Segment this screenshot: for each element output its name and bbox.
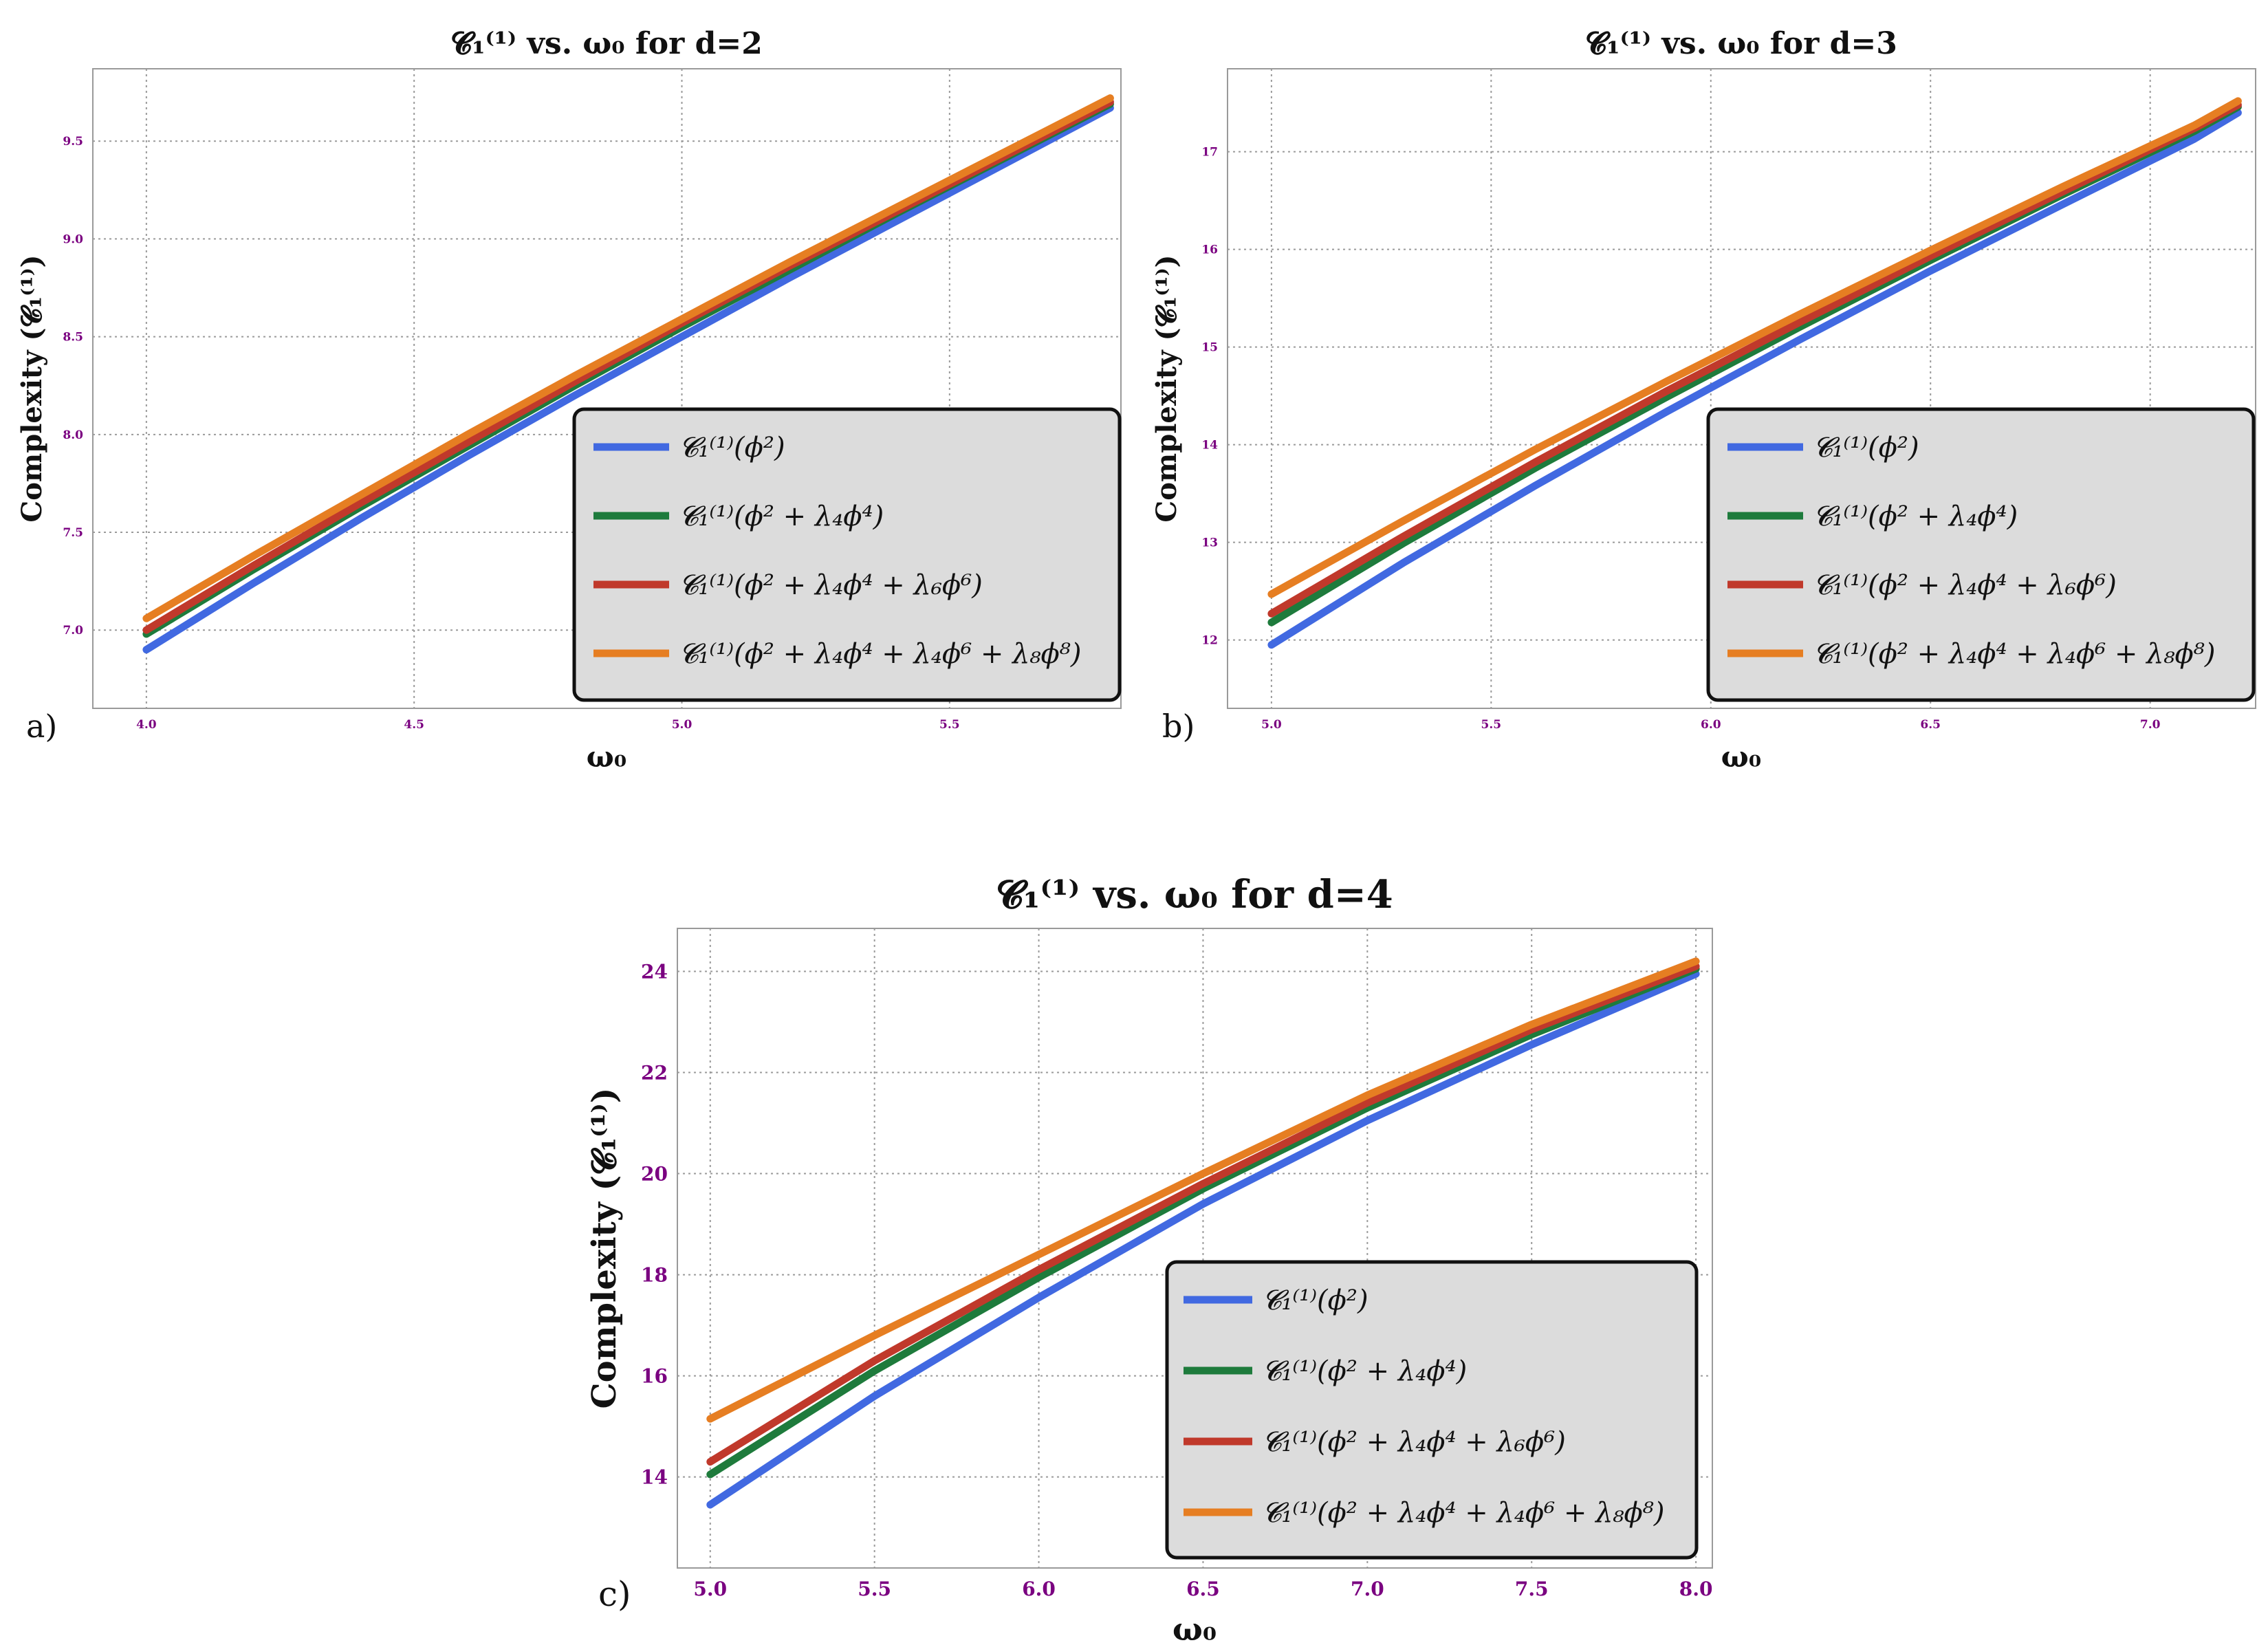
y-tick-label: 14	[641, 1466, 668, 1488]
legend-entry-0: 𝓒₁⁽¹⁾(ϕ²)	[679, 432, 785, 464]
y-axis-label: Complexity (𝓒₁⁽¹⁾)	[1151, 254, 1183, 522]
legend-entry-3: 𝓒₁⁽¹⁾(ϕ² + λ₄ϕ⁴ + λ₄ϕ⁶ + λ₈ϕ⁸)	[679, 638, 1081, 670]
y-tick-label: 13	[1201, 536, 1218, 550]
x-axis-label: ω₀	[1721, 740, 1761, 774]
x-tick-label: 4.5	[404, 718, 424, 732]
legend-entry-2: 𝓒₁⁽¹⁾(ϕ² + λ₄ϕ⁴ + λ₆ϕ⁶)	[679, 569, 983, 601]
series-line-2	[706, 962, 1700, 1466]
legend-box	[1165, 1260, 1699, 1560]
chart-title: 𝓒₁⁽¹⁾ vs. ω₀ for d=3	[1585, 26, 1897, 61]
legend-entry-2: 𝓒₁⁽¹⁾(ϕ² + λ₄ϕ⁴ + λ₆ϕ⁶)	[1813, 569, 2117, 601]
legend-entry-1: 𝓒₁⁽¹⁾(ϕ² + λ₄ϕ⁴)	[679, 501, 884, 532]
chart-panel-c: 5.0 5.5 6.0 6.5 7.0 7.5 8.0 14 16 18 20 22 24 𝓒₁⁽¹⁾ v…	[585, 872, 1713, 1645]
series-line-3	[142, 94, 1114, 622]
y-tick-label: 7.0	[63, 624, 83, 638]
series-line-0	[1267, 109, 2242, 649]
y-tick-label: 20	[641, 1162, 668, 1185]
legend-entry-2: 𝓒₁⁽¹⁾(ϕ² + λ₄ϕ⁴ + λ₆ϕ⁶)	[1262, 1426, 1566, 1458]
legend: 𝓒₁⁽¹⁾(ϕ²) 𝓒₁⁽¹⁾(ϕ² + λ₄ϕ⁴) 𝓒₁⁽¹⁾(ϕ² + λ₄ϕ⁴…	[1706, 407, 2256, 702]
plot-frame	[1227, 68, 2256, 709]
series-line-1	[706, 965, 1700, 1479]
y-tick-label: 17	[1201, 146, 1218, 160]
x-axis-label: ω₀	[587, 740, 626, 774]
legend-box	[1706, 407, 2256, 702]
x-tick-label: 5.5	[939, 718, 960, 732]
chart-panel-a: 4.0 4.5 5.0 5.5 7.0 7.5 8.0 8.5 9.0 9.5 𝓒₁⁽¹⁾ vs. …	[16, 26, 1122, 774]
legend-entry-1: 𝓒₁⁽¹⁾(ϕ² + λ₄ϕ⁴)	[1813, 501, 2018, 532]
x-tick-label: 5.0	[1261, 718, 1282, 732]
chart-panel-b: 5.0 5.5 6.0 6.5 7.0 12 13 14 15 16 17 𝓒₁⁽¹⁾ vs. ω₀ …	[1151, 26, 2256, 774]
y-axis-label: Complexity (𝓒₁⁽¹⁾)	[585, 1087, 624, 1408]
series-line-0	[706, 970, 1700, 1509]
chart-title: 𝓒₁⁽¹⁾ vs. ω₀ for d=2	[450, 26, 763, 61]
y-tick-label: 24	[641, 960, 668, 983]
y-tick-label: 22	[641, 1061, 668, 1084]
x-tick-label: 5.0	[672, 718, 693, 732]
series-line-0	[142, 104, 1114, 654]
legend: 𝓒₁⁽¹⁾(ϕ²) 𝓒₁⁽¹⁾(ϕ² + λ₄ϕ⁴) 𝓒₁⁽¹⁾(ϕ² + λ₄ϕ⁴…	[572, 407, 1122, 702]
x-tick-label: 5.5	[858, 1578, 891, 1600]
y-tick-label: 15	[1201, 341, 1218, 355]
x-tick-label: 7.0	[1351, 1578, 1384, 1600]
legend-entry-0: 𝓒₁⁽¹⁾(ϕ²)	[1262, 1285, 1369, 1316]
chart-title: 𝓒₁⁽¹⁾ vs. ω₀ for d=4	[996, 872, 1393, 917]
x-tick-label: 8.0	[1679, 1578, 1713, 1600]
x-tick-label: 4.0	[136, 718, 157, 732]
series-line-3	[1267, 97, 2242, 598]
legend-box	[572, 407, 1122, 702]
x-axis-label: ω₀	[1173, 1611, 1217, 1645]
y-tick-label: 9.0	[63, 232, 83, 246]
x-tick-label: 6.5	[1920, 718, 1941, 732]
x-tick-label: 7.5	[1515, 1578, 1549, 1600]
x-tick-label: 7.0	[2140, 718, 2161, 732]
x-tick-label: 6.0	[1022, 1578, 1056, 1600]
legend-entry-1: 𝓒₁⁽¹⁾(ϕ² + λ₄ϕ⁴)	[1262, 1355, 1467, 1387]
panel-label: a)	[26, 708, 57, 745]
legend-entry-3: 𝓒₁⁽¹⁾(ϕ² + λ₄ϕ⁴ + λ₄ϕ⁶ + λ₈ϕ⁸)	[1262, 1497, 1664, 1529]
y-tick-label: 8.5	[63, 331, 83, 345]
x-tick-label: 6.5	[1186, 1578, 1220, 1600]
y-tick-label: 16	[1201, 243, 1218, 257]
y-tick-label: 9.5	[63, 135, 83, 149]
y-tick-label: 12	[1201, 634, 1218, 648]
legend-entry-3: 𝓒₁⁽¹⁾(ϕ² + λ₄ϕ⁴ + λ₄ϕ⁶ + λ₈ϕ⁸)	[1813, 638, 2215, 670]
plot-frame	[677, 928, 1713, 1569]
y-axis-label: Complexity (𝓒₁⁽¹⁾)	[16, 254, 48, 522]
series-line-3	[706, 957, 1700, 1423]
y-tick-label: 14	[1201, 439, 1218, 453]
panel-label: c)	[598, 1574, 631, 1614]
legend-entry-0: 𝓒₁⁽¹⁾(ϕ²)	[1813, 432, 1919, 464]
x-tick-label: 5.0	[693, 1578, 727, 1600]
y-tick-label: 18	[641, 1263, 668, 1286]
legend: 𝓒₁⁽¹⁾(ϕ²) 𝓒₁⁽¹⁾(ϕ² + λ₄ϕ⁴) 𝓒₁⁽¹⁾(ϕ² + λ₄ϕ⁴…	[1165, 1260, 1699, 1560]
y-tick-label: 16	[641, 1364, 668, 1387]
plot-frame	[92, 68, 1122, 709]
x-tick-label: 5.5	[1481, 718, 1502, 732]
x-tick-label: 6.0	[1701, 718, 1721, 732]
panel-label: b)	[1162, 708, 1195, 745]
y-tick-label: 8.0	[63, 428, 83, 442]
y-tick-label: 7.5	[63, 526, 83, 540]
